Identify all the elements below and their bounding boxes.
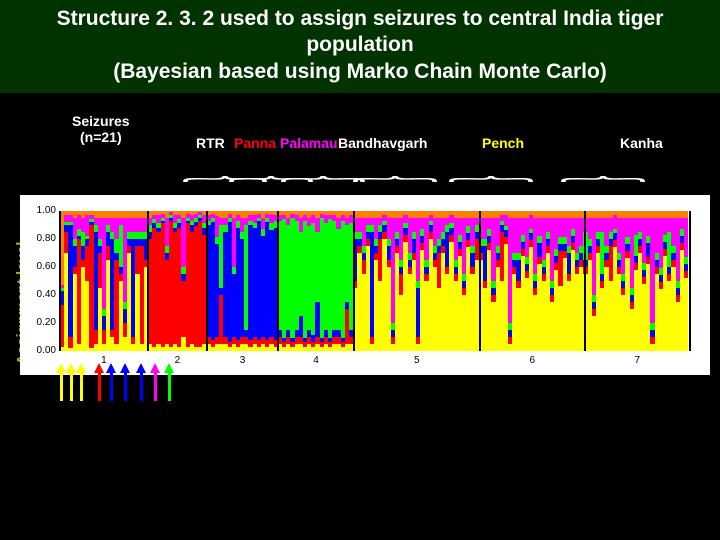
- population-label-panna: Panna: [234, 135, 276, 151]
- y-tick-label: 0.60: [24, 261, 56, 272]
- assignment-arrow-icon: [120, 363, 130, 373]
- population-label-pench: Pench: [482, 135, 524, 151]
- title-line3: (Bayesian based using Marko Chain Monte …: [10, 59, 710, 85]
- seizures-label: Seizures (n=21): [72, 113, 130, 145]
- assignment-arrow-icon: [136, 363, 146, 373]
- assignment-arrow-icon: [56, 363, 66, 373]
- structure-chart: 1.000.800.600.400.200.00 1234567: [20, 195, 710, 375]
- population-label-bandhavgarh: Bandhavgarh: [338, 135, 427, 151]
- y-tick-label: 0.00: [24, 345, 56, 356]
- seizures-line1: Seizures: [72, 113, 130, 129]
- cluster-segment: [684, 264, 688, 271]
- stacked-bars: [60, 211, 688, 351]
- assignment-arrow-icon: [76, 363, 86, 373]
- cluster-segment: [684, 278, 688, 351]
- group-divider: [479, 211, 481, 351]
- cluster-segment: [684, 218, 688, 257]
- population-label-kanha: Kanha: [620, 135, 663, 151]
- brace-icon: ︷: [447, 155, 535, 187]
- individual-bar: [684, 211, 688, 351]
- assignment-arrow-icon: [106, 363, 116, 373]
- y-tick-label: 0.80: [24, 233, 56, 244]
- brace-icon: ︷: [559, 155, 647, 187]
- y-tick-label: 0.20: [24, 317, 56, 328]
- x-group-number: 2: [175, 355, 181, 366]
- cluster-segment: [684, 257, 688, 264]
- y-tick-label: 1.00: [24, 205, 56, 216]
- population-label-palamau: Palamau: [280, 135, 338, 151]
- title-line2: population: [10, 32, 710, 58]
- y-tick-label: 0.40: [24, 289, 56, 300]
- assignment-arrow-icon: [150, 363, 160, 373]
- title-band: Structure 2. 3. 2 used to assign seizure…: [0, 0, 720, 93]
- group-divider: [689, 211, 691, 351]
- x-group-number: 4: [313, 355, 319, 366]
- group-divider: [59, 211, 61, 351]
- x-group-number: 7: [635, 355, 641, 366]
- x-group-number: 3: [240, 355, 246, 366]
- group-divider: [206, 211, 208, 351]
- assignment-arrow-icon: [94, 363, 104, 373]
- title-line1: Structure 2. 3. 2 used to assign seizure…: [10, 6, 710, 32]
- cluster-segment: [684, 271, 688, 278]
- seizures-line2: (n=21): [80, 129, 122, 145]
- cluster-segment: [684, 211, 688, 218]
- assignment-arrow-icon: [164, 363, 174, 373]
- brace-icon: ︷: [351, 155, 439, 187]
- assignment-arrow-icon: [66, 363, 76, 373]
- group-divider: [147, 211, 149, 351]
- group-divider: [353, 211, 355, 351]
- population-label-rtr: RTR: [196, 135, 225, 151]
- group-divider: [584, 211, 586, 351]
- x-group-number: 5: [414, 355, 420, 366]
- x-group-number: 6: [530, 355, 536, 366]
- group-divider: [277, 211, 279, 351]
